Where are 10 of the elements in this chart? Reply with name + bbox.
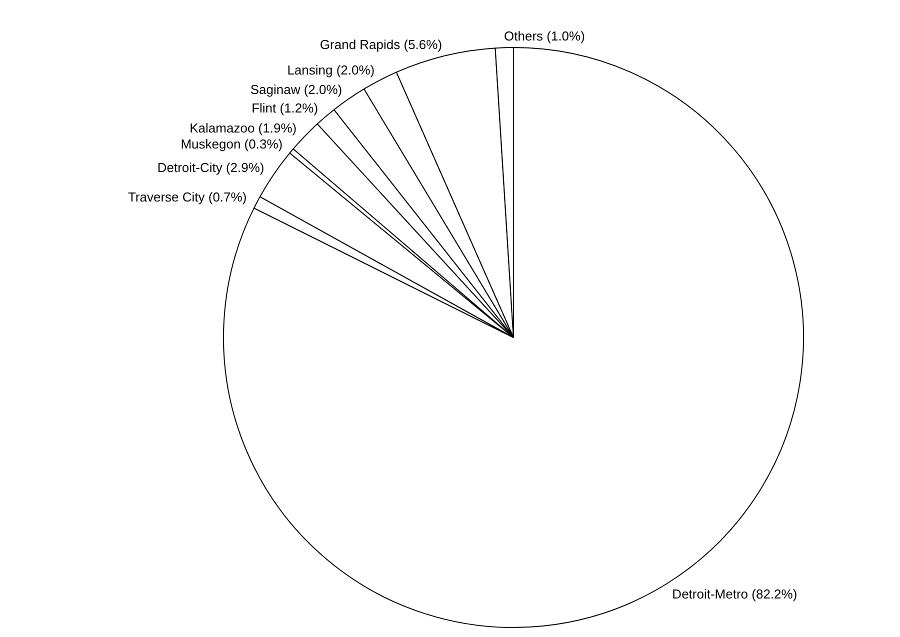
slice-label: Detroit-Metro (82.2%) bbox=[672, 586, 798, 602]
slice-label: Saginaw (2.0%) bbox=[250, 82, 342, 97]
slice-label: Lansing (2.0%) bbox=[287, 62, 375, 78]
slice-label: Others (1.0%) bbox=[504, 28, 585, 44]
slice-label: Flint (1.2%) bbox=[252, 100, 318, 116]
slice-label: Muskegon (0.3%) bbox=[180, 136, 283, 152]
slice-label: Kalamazoo (1.9%) bbox=[190, 120, 297, 136]
slice-label: Traverse City (0.7%) bbox=[128, 189, 247, 204]
slice-label: Grand Rapids (5.6%) bbox=[320, 36, 442, 52]
slice-label: Detroit-City (2.9%) bbox=[157, 160, 264, 176]
